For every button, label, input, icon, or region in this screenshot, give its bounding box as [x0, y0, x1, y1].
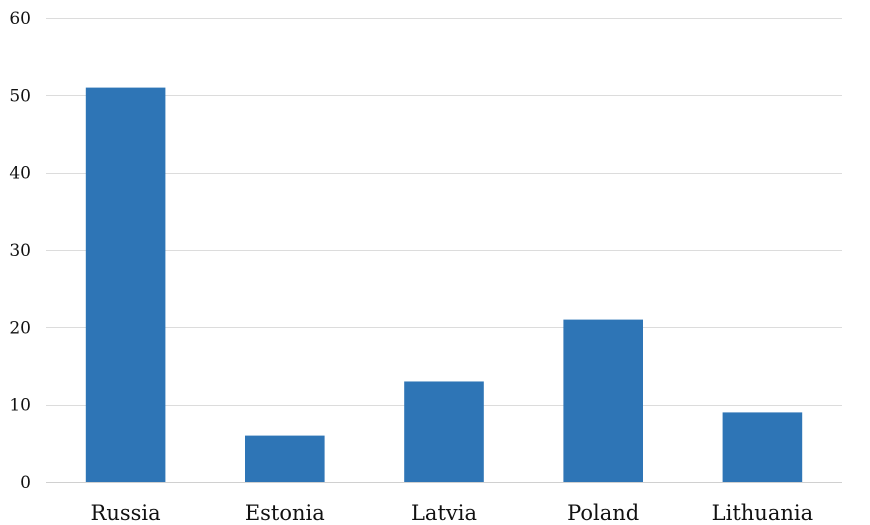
x-category-label: Russia — [91, 501, 161, 525]
bar-latvia — [404, 381, 484, 482]
y-axis-ticks: 0 10 20 30 40 50 60 — [9, 9, 31, 493]
x-category-label: Lithuania — [712, 501, 813, 525]
y-tick-label: 0 — [20, 473, 31, 493]
y-tick-label: 60 — [9, 9, 31, 29]
bars — [85, 87, 803, 482]
y-tick-label: 40 — [9, 164, 31, 184]
x-category-label: Poland — [567, 501, 639, 525]
y-tick-label: 20 — [9, 318, 31, 338]
x-category-label: Estonia — [245, 501, 325, 525]
bar-lithuania — [722, 412, 803, 482]
bar-estonia — [245, 435, 325, 482]
y-tick-label: 50 — [9, 86, 31, 106]
y-tick-label: 30 — [9, 241, 31, 261]
x-axis-categories: Russia Estonia Latvia Poland Lithuania — [91, 501, 814, 525]
bar-russia — [85, 87, 166, 482]
bar-poland — [563, 319, 643, 482]
x-category-label: Latvia — [411, 501, 477, 525]
gridlines — [46, 18, 842, 483]
y-tick-label: 10 — [9, 396, 31, 416]
